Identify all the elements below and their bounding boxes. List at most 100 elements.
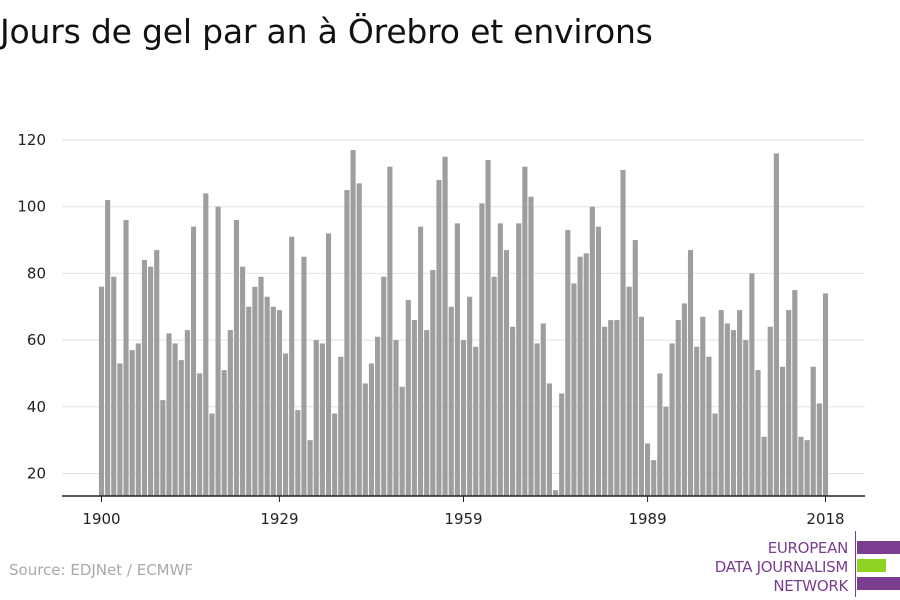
bar-1929[interactable] — [276, 310, 282, 496]
bar-1968[interactable] — [516, 223, 522, 496]
bar-1901[interactable] — [105, 200, 111, 496]
bar-1983[interactable] — [608, 320, 614, 496]
bar-1902[interactable] — [111, 276, 117, 496]
bar-1972[interactable] — [540, 323, 546, 496]
bar-2003[interactable] — [730, 330, 737, 496]
bar-1954[interactable] — [430, 270, 436, 496]
bar-1992[interactable] — [663, 406, 669, 496]
bar-2001[interactable] — [718, 310, 724, 496]
bar-1908[interactable] — [148, 266, 154, 496]
bar-2010[interactable] — [773, 153, 779, 496]
bar-1925[interactable] — [252, 286, 258, 496]
bar-1942[interactable] — [356, 183, 362, 497]
bar-1903[interactable] — [117, 363, 123, 496]
bar-1922[interactable] — [233, 220, 240, 497]
bar-1928[interactable] — [270, 306, 276, 496]
bar-1945[interactable] — [375, 336, 381, 496]
bar-1973[interactable] — [546, 383, 552, 496]
bar-1996[interactable] — [687, 250, 694, 496]
bar-2000[interactable] — [712, 413, 718, 496]
bar-1987[interactable] — [632, 240, 638, 496]
bar-2009[interactable] — [767, 326, 773, 496]
bar-1988[interactable] — [638, 316, 644, 496]
bar-2012[interactable] — [786, 310, 792, 496]
bar-1959[interactable] — [460, 340, 467, 496]
bar-1921[interactable] — [227, 330, 233, 496]
bar-1951[interactable] — [411, 320, 417, 496]
bar-1977[interactable] — [571, 283, 577, 496]
bar-1960[interactable] — [467, 296, 473, 496]
bar-1981[interactable] — [595, 226, 602, 496]
bar-1912[interactable] — [172, 343, 178, 496]
bar-2002[interactable] — [724, 323, 730, 496]
bar-1932[interactable] — [295, 410, 301, 496]
bar-1984[interactable] — [614, 320, 620, 496]
bar-1941[interactable] — [350, 150, 356, 496]
bar-1923[interactable] — [240, 266, 246, 496]
bar-1948[interactable] — [393, 340, 399, 496]
bar-1956[interactable] — [442, 156, 448, 497]
bar-1933[interactable] — [301, 256, 307, 496]
bar-1944[interactable] — [368, 363, 375, 496]
bar-1975[interactable] — [559, 393, 565, 496]
bar-1916[interactable] — [197, 373, 203, 496]
bar-2013[interactable] — [792, 290, 798, 496]
bar-1985[interactable] — [620, 170, 626, 496]
bar-1974[interactable] — [552, 490, 559, 496]
bar-1905[interactable] — [129, 350, 135, 496]
bar-1999[interactable] — [706, 356, 712, 496]
bar-1926[interactable] — [258, 276, 264, 496]
bar-1946[interactable] — [381, 276, 387, 496]
edjnet-logo[interactable]: EUROPEAN DATA JOURNALISM NETWORK — [700, 531, 900, 597]
bar-1920[interactable] — [221, 370, 227, 496]
bar-1957[interactable] — [448, 306, 454, 496]
bar-1986[interactable] — [626, 286, 632, 496]
bar-1998[interactable] — [700, 316, 706, 496]
bar-1961[interactable] — [473, 346, 479, 496]
bar-1952[interactable] — [417, 226, 424, 496]
bar-1965[interactable] — [497, 223, 503, 496]
bar-1937[interactable] — [325, 233, 332, 496]
bar-2006[interactable] — [749, 273, 755, 496]
bar-2008[interactable] — [761, 436, 767, 496]
bar-1964[interactable] — [491, 276, 497, 496]
bar-1917[interactable] — [203, 193, 209, 497]
bar-1934[interactable] — [307, 440, 313, 496]
bar-1913[interactable] — [178, 360, 184, 496]
bar-1914[interactable] — [184, 330, 190, 496]
bar-1918[interactable] — [209, 413, 215, 496]
bar-1970[interactable] — [528, 196, 534, 496]
bar-1906[interactable] — [135, 343, 141, 496]
bar-1980[interactable] — [589, 206, 595, 496]
bar-1976[interactable] — [565, 230, 571, 497]
bar-2018[interactable] — [822, 293, 829, 496]
bar-1938[interactable] — [332, 413, 338, 496]
bar-1936[interactable] — [319, 343, 325, 496]
bar-1982[interactable] — [602, 326, 608, 496]
bar-2005[interactable] — [743, 340, 749, 496]
bar-2017[interactable] — [816, 403, 822, 496]
bar-1939[interactable] — [338, 356, 344, 496]
bar-1958[interactable] — [454, 223, 460, 496]
bar-1995[interactable] — [681, 303, 687, 496]
bar-1910[interactable] — [160, 400, 166, 496]
bar-1978[interactable] — [577, 256, 583, 496]
bar-1919[interactable] — [215, 206, 221, 496]
bar-2014[interactable] — [798, 436, 804, 496]
bar-1909[interactable] — [154, 250, 160, 496]
bar-1931[interactable] — [289, 236, 295, 496]
bar-1993[interactable] — [669, 343, 675, 496]
bar-1943[interactable] — [362, 383, 368, 496]
bar-1990[interactable] — [651, 460, 657, 496]
bar-1979[interactable] — [583, 253, 589, 496]
bar-1967[interactable] — [510, 326, 516, 496]
bar-1907[interactable] — [141, 260, 148, 496]
bar-1935[interactable] — [313, 340, 319, 496]
bar-1915[interactable] — [190, 226, 197, 496]
bar-1969[interactable] — [522, 166, 528, 496]
bar-2015[interactable] — [804, 440, 810, 496]
bar-1997[interactable] — [694, 346, 700, 496]
bar-1904[interactable] — [123, 220, 129, 497]
bar-1924[interactable] — [246, 306, 252, 496]
bar-2011[interactable] — [779, 366, 786, 496]
